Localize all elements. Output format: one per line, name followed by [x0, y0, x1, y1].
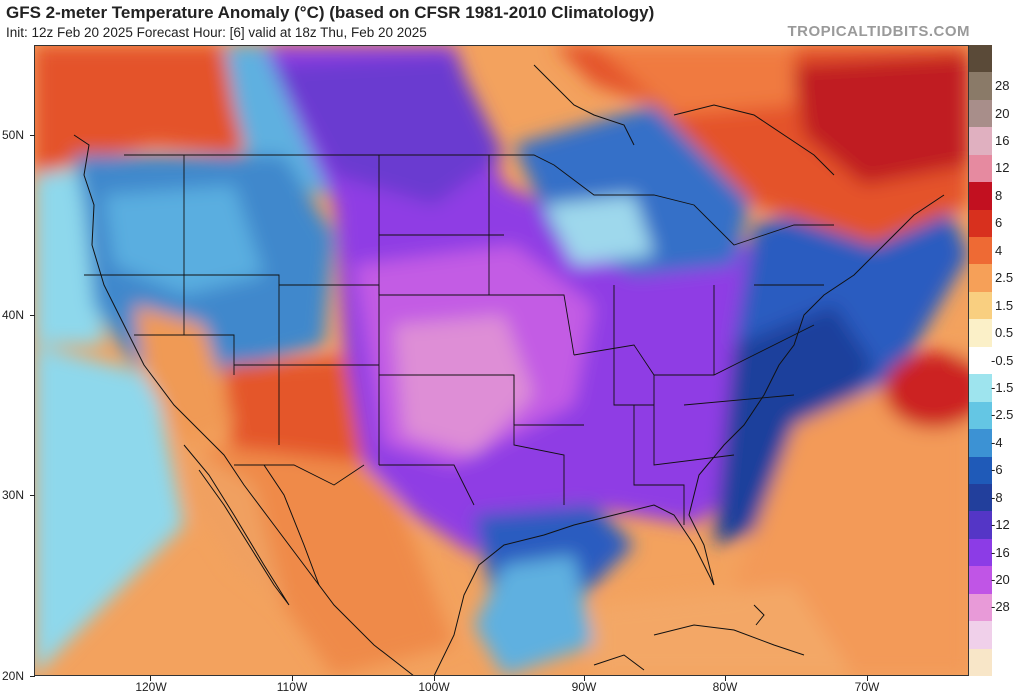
chart-title: GFS 2-meter Temperature Anomaly (°C) (ba…: [6, 3, 655, 22]
lon-label-100w: 100W: [418, 680, 450, 694]
chart-subtitle: Init: 12z Feb 20 2025 Forecast Hour: [6]…: [6, 25, 427, 40]
colorbar-label: -2.5: [991, 407, 1014, 423]
colorbar-swatch: [969, 346, 992, 375]
colorbar-label: -20: [991, 571, 1010, 587]
lon-tick: [150, 676, 151, 681]
lat-label-30n: 30N: [2, 488, 25, 502]
colorbar-swatch: [969, 45, 992, 73]
colorbar-swatch: [969, 483, 992, 512]
lon-label-90w: 90W: [571, 680, 597, 694]
colorbar-label: -4: [991, 434, 1003, 450]
colorbar-swatch: [969, 401, 992, 430]
lon-tick: [292, 676, 293, 681]
anomaly-map: [34, 45, 969, 676]
lon-tick: [867, 676, 868, 681]
lat-label-40n: 40N: [2, 308, 25, 322]
colorbar-swatch: [969, 291, 992, 320]
colorbar-swatch: [969, 182, 992, 211]
colorbar-swatch: [969, 374, 992, 403]
lat-tick: [30, 135, 35, 136]
colorbar-label: 1.5: [995, 297, 1014, 313]
colorbar-label: 6: [995, 215, 1003, 231]
colorbar-swatch: [969, 429, 992, 457]
lat-tick: [30, 676, 35, 677]
colorbar-label: -1.5: [991, 379, 1014, 395]
colorbar-swatch: [969, 648, 992, 677]
lat-tick: [30, 495, 35, 496]
lon-tick: [584, 676, 585, 681]
colorbar-swatch: [969, 237, 992, 265]
colorbar-swatch: [969, 538, 992, 567]
colorbar-swatch: [969, 99, 992, 128]
colorbar-swatch: [969, 264, 992, 293]
colorbar-label: -8: [991, 489, 1003, 505]
colorbar-label: -12: [991, 517, 1010, 533]
colorbar-swatch: [969, 72, 992, 101]
colorbar-label: -16: [991, 544, 1010, 560]
lon-label-70w: 70W: [854, 680, 880, 694]
colorbar-label: 12: [995, 160, 1010, 176]
colorbar-swatch: [969, 154, 992, 183]
colorbar-label: -6: [991, 462, 1003, 478]
colorbar: 28 20 16 12 8 6 4 2.5 1.5 0.5 -0.5 -1.5 -2.5 -4 -6 -8 -1…: [969, 45, 1024, 677]
colorbar-swatch: [969, 456, 992, 485]
lat-label-50n: 50N: [2, 128, 25, 142]
lon-label-120w: 120W: [135, 680, 167, 694]
colorbar-swatch: [969, 127, 992, 156]
colorbar-label: 28: [995, 78, 1010, 94]
colorbar-label: 4: [995, 242, 1003, 258]
lon-label-110w: 110W: [276, 680, 308, 694]
coastlines: [73, 64, 945, 676]
colorbar-label: 20: [995, 105, 1010, 121]
site-credit: TROPICALTIDBITS.COM: [787, 23, 970, 40]
colorbar-swatch: [969, 209, 992, 238]
lon-label-80w: 80W: [712, 680, 738, 694]
colorbar-swatch: [969, 621, 992, 650]
colorbar-swatch: [969, 511, 992, 540]
lat-label-20n: 20N: [2, 669, 25, 683]
lon-tick: [725, 676, 726, 681]
colorbar-swatch: [969, 566, 992, 595]
colorbar-label: 2.5: [995, 270, 1014, 286]
state-borders: [84, 154, 834, 525]
colorbar-swatch: [969, 593, 992, 622]
lat-tick: [30, 315, 35, 316]
colorbar-label: 16: [995, 133, 1010, 149]
colorbar-label: 0.5: [995, 325, 1014, 341]
colorbar-label: -0.5: [991, 352, 1014, 368]
colorbar-swatch: [969, 319, 992, 348]
colorbar-label: 8: [995, 187, 1003, 203]
colorbar-label: -28: [991, 599, 1010, 615]
lon-tick: [434, 676, 435, 681]
